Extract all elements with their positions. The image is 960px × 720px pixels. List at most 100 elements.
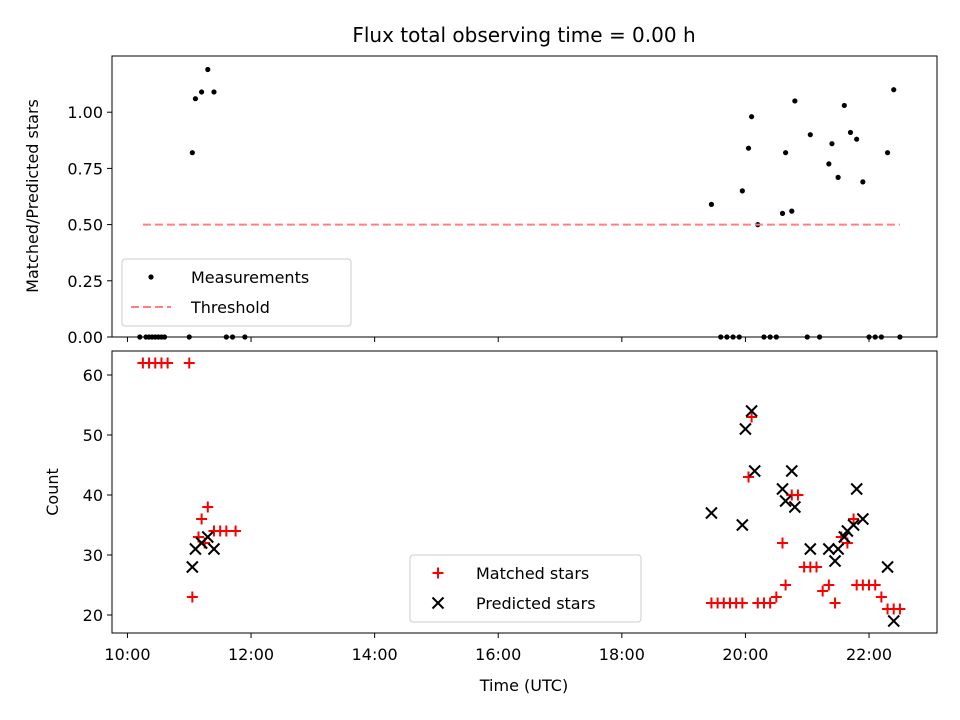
matched-star-point (202, 501, 214, 513)
bottom-x-tick-label: 20:00 (722, 645, 768, 664)
legend-measurements-marker (148, 274, 154, 280)
measurement-point (878, 334, 884, 340)
measurement-point (211, 89, 217, 95)
predicted-star-point (838, 530, 851, 544)
measurement-point (847, 129, 854, 136)
measurement-point (804, 334, 810, 340)
matched-star-point (894, 603, 906, 615)
measurement-point (854, 136, 860, 142)
top-axes-frame (111, 55, 938, 338)
matched-star-point (817, 585, 829, 597)
predicted-star-point (739, 422, 752, 436)
matched-star-point (823, 579, 835, 591)
legend-measurements-label: Measurements (191, 268, 309, 287)
top-panel: Matched/Predicted stars 0.00 0.25 0.50 0.75… (23, 55, 938, 347)
matched-star-point (746, 411, 758, 423)
matched-star-point (875, 591, 887, 603)
top-legend: Measurements Threshold (121, 258, 352, 327)
bottom-y-tick-label: 50 (83, 426, 103, 445)
measurement-point (835, 174, 841, 180)
measurement-point (789, 208, 795, 214)
measurement-point (891, 87, 897, 93)
top-y-tick-label: 0.00 (67, 328, 103, 347)
bottom-x-tick-label: 22:00 (846, 645, 892, 664)
matched-star-point (848, 513, 860, 525)
bottom-x-tick-label: 10:00 (104, 645, 150, 664)
top-y-axis-label: Matched/Predicted stars (23, 99, 42, 293)
top-x-ticks (126, 337, 870, 342)
legend-threshold-label: Threshold (190, 298, 270, 317)
measurement-point (860, 179, 866, 185)
predicted-star-point (748, 464, 761, 478)
bottom-y-tick-label: 30 (83, 546, 103, 565)
measurement-point (872, 334, 878, 340)
matched-star-point (780, 579, 792, 591)
matched-star-point (230, 525, 242, 537)
measurement-point (749, 114, 755, 120)
measurement-point (718, 334, 724, 340)
bottom-y-tick-label: 40 (83, 486, 103, 505)
measurement-point (782, 150, 789, 156)
matched-star-point (186, 591, 198, 603)
top-legend-box (121, 258, 352, 327)
bottom-marks (137, 357, 906, 628)
predicted-star-point (881, 560, 894, 574)
measurement-point (736, 334, 742, 340)
measurement-point (884, 150, 891, 156)
predicted-star-point (887, 614, 900, 628)
measurement-point (773, 334, 779, 340)
predicted-star-point (785, 464, 798, 478)
matched-star-point (764, 597, 776, 609)
measurement-point (779, 210, 786, 216)
legend-matched-marker (432, 567, 444, 579)
bottom-y-tick-label: 60 (83, 366, 103, 385)
predicted-star-point (745, 404, 758, 418)
chart-title: Flux total observing time = 0.00 h (352, 23, 695, 47)
measurement-point (866, 334, 872, 340)
measurement-point (186, 334, 192, 340)
measurement-point (724, 334, 730, 340)
top-y-tick-label: 0.50 (67, 216, 103, 235)
measurement-point (199, 89, 205, 95)
legend-matched-label: Matched stars (476, 564, 589, 583)
bottom-x-tick-label: 14:00 (352, 645, 398, 664)
matched-star-point (736, 597, 748, 609)
measurement-point (152, 334, 158, 340)
measurement-point (841, 102, 847, 109)
predicted-star-point (856, 512, 870, 526)
legend-predicted-label: Predicted stars (476, 594, 596, 613)
measurement-point (708, 201, 715, 207)
matched-star-point (162, 357, 174, 369)
bottom-legend: Matched stars Predicted stars (409, 554, 642, 623)
predicted-star-point (779, 494, 792, 508)
measurement-point (158, 334, 165, 340)
measurement-point (205, 66, 211, 73)
top-marks (137, 66, 903, 340)
matched-star-point (743, 471, 755, 483)
bottom-x-tick-label: 16:00 (475, 645, 521, 664)
matched-star-point (829, 597, 841, 609)
measurement-point (807, 132, 813, 138)
measurement-point (745, 145, 752, 151)
x-axis-label: Time (UTC) (479, 676, 568, 695)
measurement-point (146, 334, 152, 340)
top-y-tick-label: 1.00 (67, 103, 103, 122)
measurement-point (792, 98, 798, 104)
matched-star-point (183, 357, 195, 369)
top-y-ticks: 0.00 0.25 0.50 0.75 1.00 (67, 103, 112, 347)
measurement-point (137, 334, 143, 340)
legend-predicted-marker (431, 596, 445, 610)
measurement-point (761, 334, 767, 340)
bottom-x-tick-label: 18:00 (599, 645, 645, 664)
top-y-tick-label: 0.75 (67, 159, 103, 178)
matched-star-point (810, 561, 822, 573)
measurement-point (223, 334, 229, 340)
predicted-star-point (186, 560, 199, 574)
matched-star-point (196, 513, 208, 525)
measurement-point (826, 161, 832, 167)
matched-star-point (869, 579, 881, 591)
measurement-point (730, 334, 736, 340)
measurement-point (767, 334, 773, 340)
predicted-star-point (201, 530, 214, 544)
